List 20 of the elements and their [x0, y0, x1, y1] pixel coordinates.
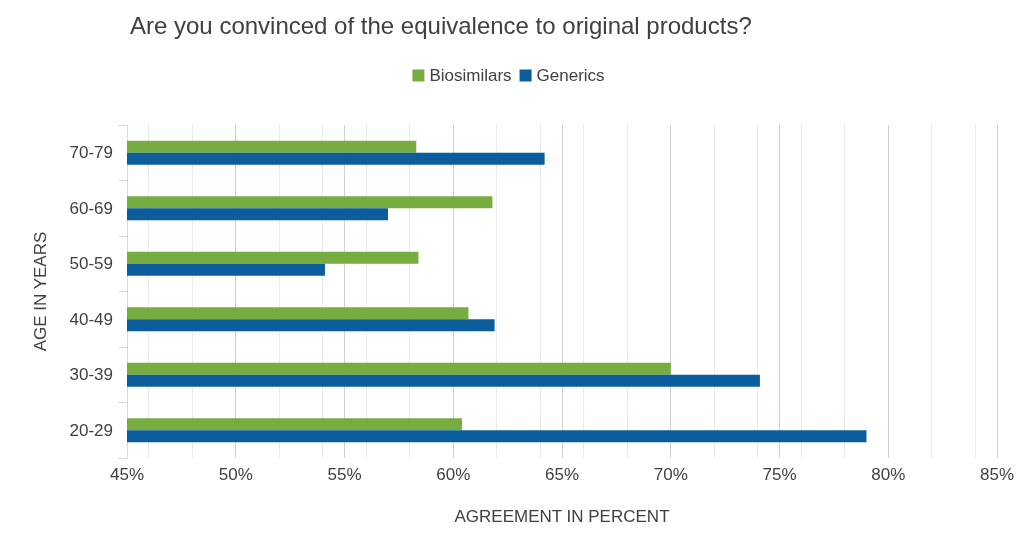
x-tick-label: 70%	[653, 465, 688, 484]
x-tick-label: 55%	[327, 465, 362, 484]
y-tick-label: 20-29	[69, 420, 113, 440]
x-tick-label: 75%	[762, 465, 797, 484]
y-tick-label: 30-39	[69, 365, 113, 385]
x-tick-label: 65%	[544, 465, 580, 484]
x-tick-label: 60%	[436, 465, 471, 484]
x-tick-label: 80%	[871, 465, 906, 484]
x-tick-label: 85%	[979, 465, 1014, 484]
legend-label: Biosimilars	[429, 66, 512, 85]
y-axis-title: AGE IN YEARS	[31, 231, 50, 352]
y-tick-label: 50-59	[69, 254, 113, 274]
x-tick-label: 50%	[218, 465, 253, 484]
x-axis-title: AGREEMENT IN PERCENT	[454, 507, 670, 526]
y-tick-label: 40-49	[69, 309, 113, 329]
y-tick-label: 60-69	[69, 198, 113, 218]
y-tick-label: 70-79	[69, 143, 113, 163]
legend-label: Generics	[536, 66, 605, 85]
x-tick-label: 45%	[109, 465, 145, 484]
chart-title: Are you convinced of the equivalence to original products?	[130, 11, 752, 39]
